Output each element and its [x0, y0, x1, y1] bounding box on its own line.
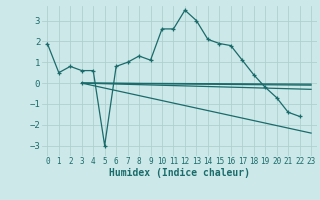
X-axis label: Humidex (Indice chaleur): Humidex (Indice chaleur) [109, 168, 250, 178]
